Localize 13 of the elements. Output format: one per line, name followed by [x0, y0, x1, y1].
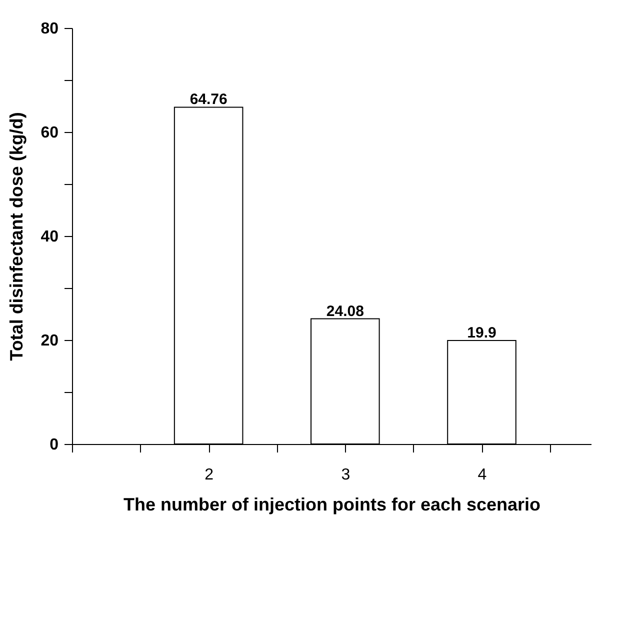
data-label: 64.76	[190, 91, 228, 108]
y-tick-label: 20	[40, 332, 59, 350]
data-label: 19.9	[467, 324, 496, 342]
y-axis-title: Total disinfectant dose (kg/d)	[6, 112, 27, 361]
x-tick-label: 4	[478, 466, 487, 484]
x-axis-title: The number of injection points for each scenario	[123, 494, 541, 514]
data-label: 24.08	[326, 302, 364, 320]
y-tick-label: 0	[50, 436, 59, 454]
x-tick-label: 2	[204, 466, 214, 484]
x-tick-label: 3	[341, 466, 350, 484]
y-tick-label: 80	[40, 20, 59, 38]
y-tick-label: 40	[40, 228, 59, 246]
y-tick-label: 60	[40, 124, 59, 142]
